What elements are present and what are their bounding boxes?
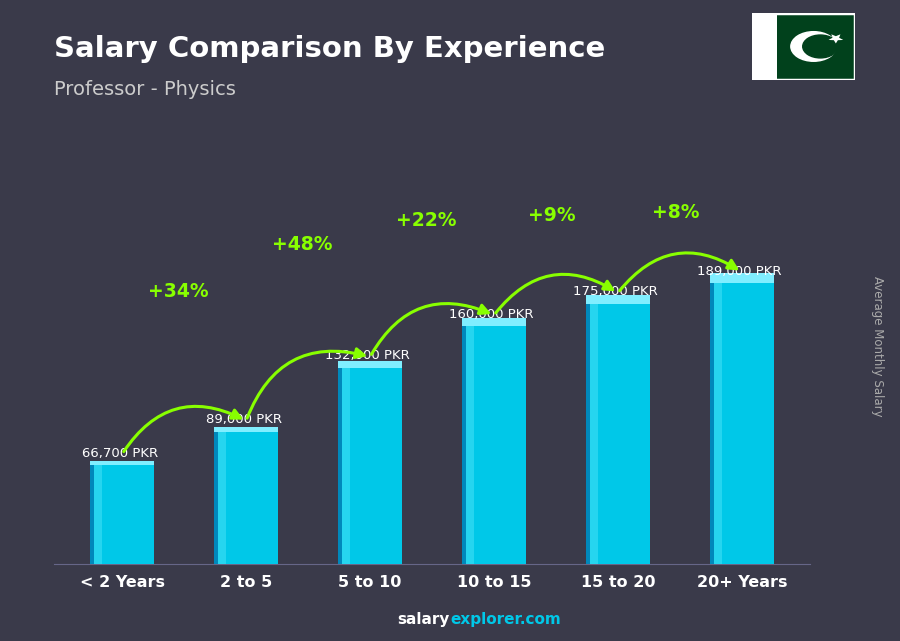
Text: 66,700 PKR: 66,700 PKR [82,447,158,460]
Bar [214,431,219,564]
Bar [714,283,722,564]
FancyBboxPatch shape [90,465,155,564]
Bar [709,283,714,564]
Text: Salary Comparison By Experience: Salary Comparison By Experience [54,35,605,63]
Circle shape [803,35,838,58]
Text: +34%: +34% [148,282,208,301]
Bar [342,368,350,564]
Text: 175,000 PKR: 175,000 PKR [573,285,658,299]
Bar [90,462,155,465]
Bar [590,304,598,564]
Bar [94,465,103,564]
Bar [462,318,526,326]
Bar [219,431,226,564]
Bar [709,273,774,283]
Bar [778,13,855,80]
Text: +48%: +48% [272,235,332,254]
Bar [90,465,94,564]
Bar [338,361,402,368]
FancyBboxPatch shape [586,304,650,564]
FancyBboxPatch shape [214,431,278,564]
Bar [338,368,342,564]
Text: 189,000 PKR: 189,000 PKR [698,265,781,278]
Polygon shape [829,35,843,44]
Text: 89,000 PKR: 89,000 PKR [205,413,282,426]
FancyBboxPatch shape [462,326,526,564]
Text: +22%: +22% [396,211,456,230]
Bar [466,326,474,564]
Text: Professor - Physics: Professor - Physics [54,80,236,99]
Bar [586,295,650,304]
Circle shape [791,31,836,62]
Bar [586,304,590,564]
Bar [752,13,778,80]
Text: 132,000 PKR: 132,000 PKR [325,349,410,362]
Text: explorer.com: explorer.com [450,612,561,627]
Bar [214,427,278,431]
FancyBboxPatch shape [709,283,774,564]
FancyBboxPatch shape [338,368,402,564]
Text: Average Monthly Salary: Average Monthly Salary [871,276,884,417]
Text: +9%: +9% [528,206,576,225]
Text: 160,000 PKR: 160,000 PKR [449,308,534,320]
Text: salary: salary [398,612,450,627]
Text: +8%: +8% [652,203,700,222]
Bar [462,326,466,564]
